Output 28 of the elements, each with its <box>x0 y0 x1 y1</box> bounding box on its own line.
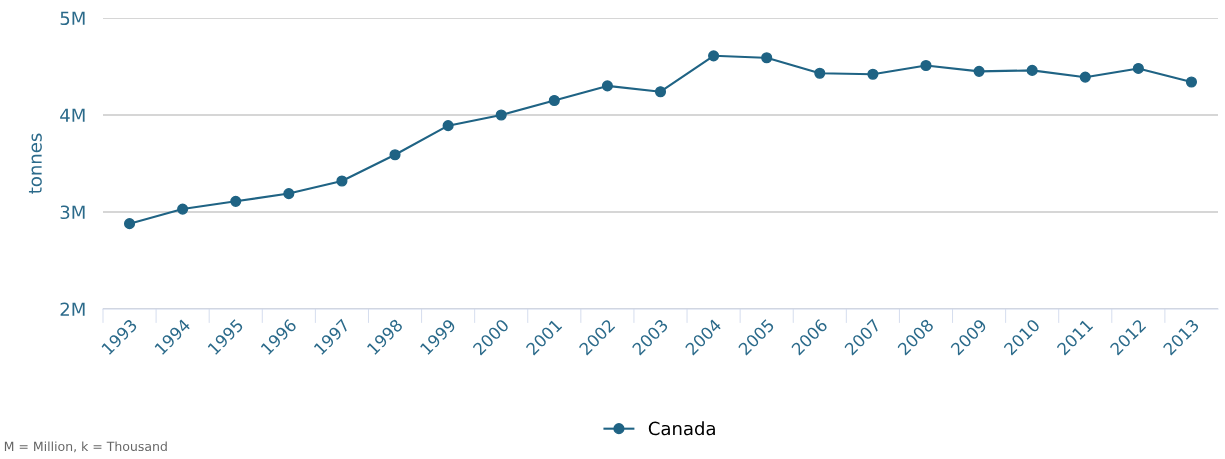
y-tick-label: 3M <box>60 205 85 220</box>
point <box>177 203 189 215</box>
y-tick-label: 5M <box>60 11 85 26</box>
point <box>1185 76 1198 88</box>
point <box>442 120 454 132</box>
point <box>814 67 826 79</box>
point <box>761 52 773 64</box>
point <box>867 68 879 80</box>
point <box>230 195 242 207</box>
y-tick-label: 2M <box>60 302 85 316</box>
point <box>336 175 348 187</box>
point <box>973 65 985 77</box>
point <box>1026 64 1038 76</box>
y-axis-title: tonnes <box>28 133 42 194</box>
point <box>548 94 560 107</box>
point <box>389 149 401 161</box>
y-tick-label: 4M <box>60 108 85 122</box>
text: M = Million, k = Thousand <box>4 441 167 453</box>
point <box>1079 71 1091 83</box>
point <box>123 218 136 230</box>
point <box>920 59 932 72</box>
point <box>1132 62 1144 74</box>
point <box>601 80 613 92</box>
point <box>654 86 667 98</box>
point <box>495 109 507 121</box>
legend-label: Canada <box>648 421 715 436</box>
point <box>708 50 720 62</box>
point <box>283 188 295 200</box>
